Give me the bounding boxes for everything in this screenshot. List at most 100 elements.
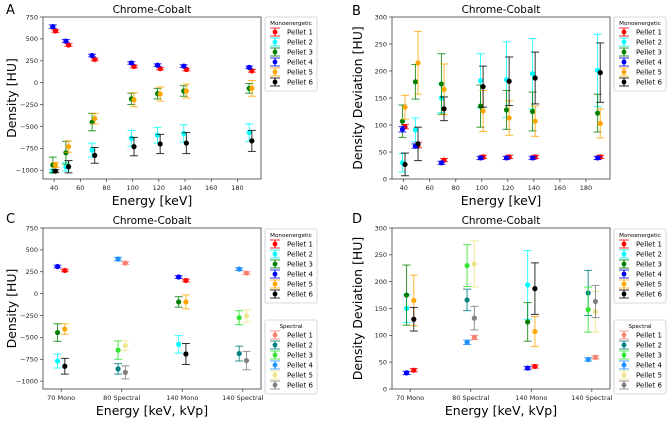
marker <box>411 297 417 304</box>
data-point <box>463 339 472 345</box>
marker <box>525 319 531 325</box>
series-monoenergetic-pellet-2 <box>48 123 254 174</box>
data-point <box>53 353 62 369</box>
data-point <box>414 31 423 95</box>
marker <box>532 363 538 370</box>
legend-swatch-marker <box>272 382 278 388</box>
y-tick-label: 250 <box>375 40 387 48</box>
marker <box>399 126 406 132</box>
marker <box>65 164 72 170</box>
legend-label: Pellet 1 <box>636 332 662 340</box>
legend-entry: Pellet 4 <box>619 360 662 370</box>
x-axis-label: Energy [keV, kVp] <box>96 403 208 418</box>
data-point <box>247 129 256 152</box>
data-point <box>470 240 479 288</box>
marker <box>236 266 242 272</box>
y-tick-label: 750 <box>26 13 38 21</box>
series-monoenergetic-pellet-4 <box>402 365 532 376</box>
data-point <box>242 270 251 276</box>
series-spectral-pellet-3 <box>463 244 593 333</box>
data-point <box>531 51 540 105</box>
legend-swatch-marker <box>272 39 278 45</box>
legend-entry: Pellet 4 <box>270 269 313 279</box>
marker <box>63 38 69 44</box>
data-point <box>156 133 165 155</box>
x-axis-label: Energy [keV] <box>461 193 542 208</box>
legend-monoenergetic: Monoenergetic Pellet 1 Pellet 2 Pellet 3 Pel… <box>613 16 667 92</box>
data-point <box>121 260 130 266</box>
legend-swatch-marker <box>272 79 278 85</box>
chart-title: Chrome-Cobalt <box>113 215 192 227</box>
series-monoenergetic-pellet-6 <box>51 129 256 174</box>
legend-entry: Pellet 6 <box>270 289 313 299</box>
legend-swatch-marker <box>621 59 627 65</box>
legend-box <box>613 319 667 395</box>
legend-swatch-marker <box>621 79 627 85</box>
data-point <box>60 357 69 375</box>
legend-label: Pellet 5 <box>287 281 313 289</box>
data-point <box>121 340 130 351</box>
data-point <box>245 123 254 142</box>
data-point <box>505 56 514 107</box>
x-tick-label: 80 Spectral <box>452 394 489 402</box>
legend-swatch-marker <box>272 261 278 267</box>
marker <box>115 256 121 262</box>
marker <box>403 370 410 376</box>
marker <box>154 132 161 138</box>
data-point <box>121 365 130 380</box>
x-tick-label: 140 Spectral <box>222 394 264 402</box>
marker <box>411 367 417 373</box>
marker <box>176 299 182 305</box>
marker <box>597 120 603 126</box>
legend-label: Pellet 2 <box>287 39 313 47</box>
legend-label: Pellet 3 <box>287 49 313 57</box>
legend-swatch-marker <box>621 49 627 55</box>
marker <box>402 161 408 168</box>
series-monoenergetic-pellet-4 <box>398 126 602 166</box>
series-monoenergetic-pellet-4 <box>53 263 183 280</box>
data-point <box>156 86 165 102</box>
series-monoenergetic-pellet-2 <box>53 335 183 369</box>
data-point <box>182 83 191 99</box>
series-monoenergetic-pellet-5 <box>401 31 605 139</box>
legend-swatch-marker <box>621 39 627 45</box>
x-axis-label: Energy [keV, kVp] <box>445 403 557 418</box>
legend-label: Pellet 3 <box>636 352 662 360</box>
data-point <box>88 52 97 59</box>
legend-label: Pellet 2 <box>636 342 662 350</box>
chart-panel-b: B Chrome-Cobalt 0 50 100 150 200 250 300 40 60 80 10… <box>350 4 667 208</box>
series-spectral-pellet-4 <box>114 256 244 272</box>
legend-label: Pellet 5 <box>636 69 662 77</box>
legend-entry: Pellet 5 <box>619 67 662 77</box>
legend-entry: Pellet 2 <box>270 340 313 350</box>
y-tick-label: 200 <box>375 278 387 286</box>
marker <box>131 144 137 150</box>
marker <box>403 292 410 298</box>
series-monoenergetic-pellet-6 <box>60 343 190 375</box>
legend-label: Pellet 1 <box>636 29 662 37</box>
marker <box>506 115 512 121</box>
marker <box>89 52 95 59</box>
legend-entry: Pellet 3 <box>619 47 662 57</box>
series-monoenergetic-pellet-3 <box>398 53 602 138</box>
data-point <box>127 60 136 66</box>
marker <box>176 274 182 280</box>
x-tick-label: 140 Spectral <box>571 394 613 402</box>
marker <box>122 369 128 375</box>
chart-title: Chrome-Cobalt <box>462 215 541 227</box>
plot-frame <box>42 16 262 180</box>
data-point <box>90 112 99 125</box>
legend-entry: Pellet 5 <box>270 370 313 380</box>
y-tick-label: 250 <box>26 268 38 276</box>
data-point <box>523 302 532 342</box>
y-tick-label: −500 <box>20 123 38 131</box>
legend-entry: Pellet 5 <box>270 67 313 77</box>
marker <box>243 270 250 276</box>
y-tick-label: −750 <box>20 356 38 364</box>
marker <box>525 365 531 371</box>
legend-swatch-marker <box>272 332 278 338</box>
y-tick-label: 300 <box>375 224 387 232</box>
x-tick-label: 60 <box>76 184 84 192</box>
legend-swatch-marker <box>272 291 278 297</box>
legend-spectral: Spectral Pellet 1 Pellet 2 Pellet 3 Pellet 4… <box>613 319 667 395</box>
